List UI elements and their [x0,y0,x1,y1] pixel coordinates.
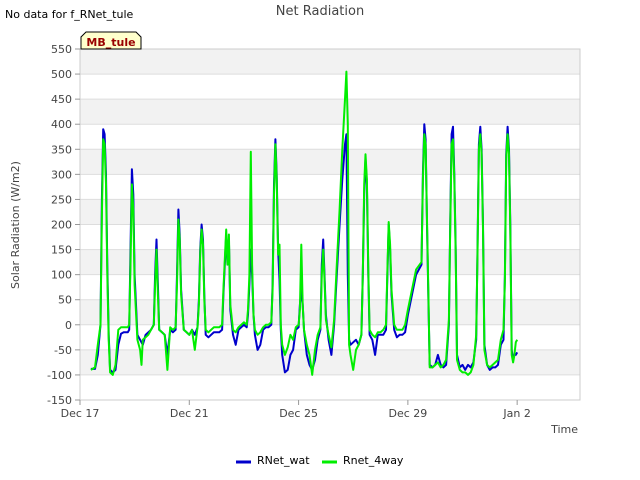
y-axis-ticks: -150 -100 -50 0 50 100 150 200 250 300 350 400 450 50… [47,43,80,407]
series-line-rnet-4way [90,70,519,376]
legend-label-rnet-wat: RNet_wat [257,454,310,467]
x-axis-ticks: Dec 17 Dec 21 Dec 25 Dec 29 Jan 2 [61,400,531,420]
y-tick-label: 0 [65,319,72,332]
series-lines [90,70,519,376]
y-tick-label: 200 [51,219,72,232]
x-tick-label: Dec 25 [279,407,318,420]
x-axis-label: Time [550,423,578,436]
site-label-box [80,31,142,50]
y-tick-label: 100 [51,269,72,282]
x-tick-label: Dec 17 [61,407,100,420]
legend: RNet_wat Rnet_4way [236,454,404,467]
legend-label-rnet-4way: Rnet_4way [343,454,404,467]
x-tick-label: Dec 29 [388,407,427,420]
no-data-note: No data for f_RNet_tule [5,8,134,21]
y-tick-label: 300 [51,168,72,181]
band [80,299,580,325]
x-tick-label: Dec 21 [170,407,209,420]
y-tick-label: 500 [51,68,72,81]
band [80,99,580,125]
y-tick-label: -100 [47,369,72,382]
y-tick-label: -50 [54,344,72,357]
band [80,49,580,75]
chart-title: Net Radiation [276,4,364,19]
y-tick-label: 350 [51,143,72,156]
y-tick-label: -150 [47,394,72,407]
band [80,349,580,375]
y-tick-label: 50 [58,294,72,307]
site-label: MB_tule [86,36,135,49]
band [80,149,580,175]
y-tick-label: 550 [51,43,72,56]
y-tick-label: 400 [51,118,72,131]
y-tick-label: 250 [51,193,72,206]
y-tick-label: 150 [51,244,72,257]
band [80,249,580,275]
x-tick-label: Jan 2 [502,407,530,420]
alternating-bands [80,49,580,375]
site-label-tag: MB_tule [80,31,142,50]
y-tick-label: 450 [51,93,72,106]
band [80,199,580,225]
y-axis-label: Solar Radiation (W/m2) [9,161,22,289]
